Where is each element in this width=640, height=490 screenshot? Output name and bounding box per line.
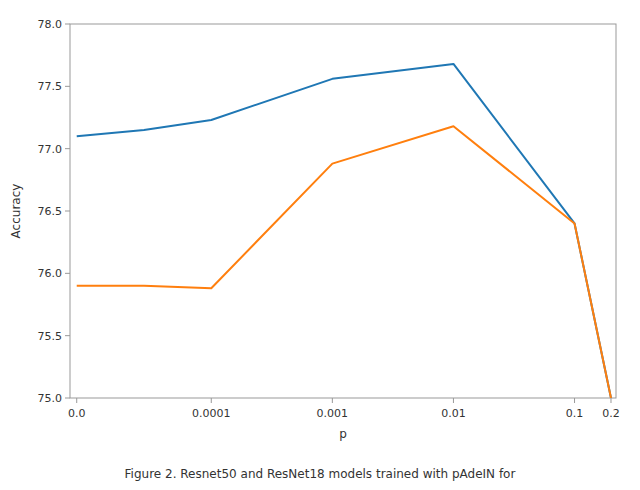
x-axis: 0.0 0.0001 0.001 0.01 0.1 0.2 bbox=[68, 398, 620, 420]
x-tick-label: 0.0001 bbox=[192, 407, 231, 420]
series-line bbox=[77, 126, 611, 398]
x-tick-label: 0.1 bbox=[566, 407, 584, 420]
y-tick bbox=[65, 398, 70, 399]
y-tick-label: 75.0 bbox=[38, 392, 63, 405]
x-tick-label: 0.001 bbox=[317, 407, 349, 420]
y-tick-label: 78.0 bbox=[38, 18, 63, 31]
y-tick bbox=[65, 86, 70, 87]
y-tick-label: 76.5 bbox=[38, 205, 63, 218]
y-tick bbox=[65, 24, 70, 25]
y-tick-label: 75.5 bbox=[38, 330, 63, 343]
x-tick-label: 0.0 bbox=[68, 407, 86, 420]
y-axis: 75.0 75.5 76.0 76.5 77.0 77.5 78.0 bbox=[38, 18, 71, 405]
y-tick-label: 77.0 bbox=[38, 143, 63, 156]
y-axis-label: Accuracy bbox=[9, 184, 23, 239]
x-tick bbox=[610, 398, 611, 403]
y-tick bbox=[65, 148, 70, 149]
series-group bbox=[77, 64, 611, 398]
y-tick bbox=[65, 335, 70, 336]
chart: 0.0 0.0001 0.001 0.01 0.1 0.2 75.0 75.5 76.0 76.5… bbox=[0, 0, 640, 490]
plot-frame bbox=[70, 24, 616, 398]
x-axis-label: p bbox=[339, 427, 347, 441]
y-tick-label: 76.0 bbox=[38, 267, 63, 280]
x-tick-label: 0.2 bbox=[602, 407, 620, 420]
x-tick bbox=[76, 398, 77, 403]
y-tick-label: 77.5 bbox=[38, 80, 63, 93]
x-tick bbox=[332, 398, 333, 403]
x-tick-label: 0.01 bbox=[441, 407, 466, 420]
y-tick bbox=[65, 273, 70, 274]
x-tick bbox=[574, 398, 575, 403]
caption: Figure 2. Resnet50 and ResNet18 models t… bbox=[125, 467, 516, 481]
series-line bbox=[77, 64, 611, 398]
y-tick bbox=[65, 211, 70, 212]
x-tick bbox=[211, 398, 212, 403]
x-tick bbox=[453, 398, 454, 403]
